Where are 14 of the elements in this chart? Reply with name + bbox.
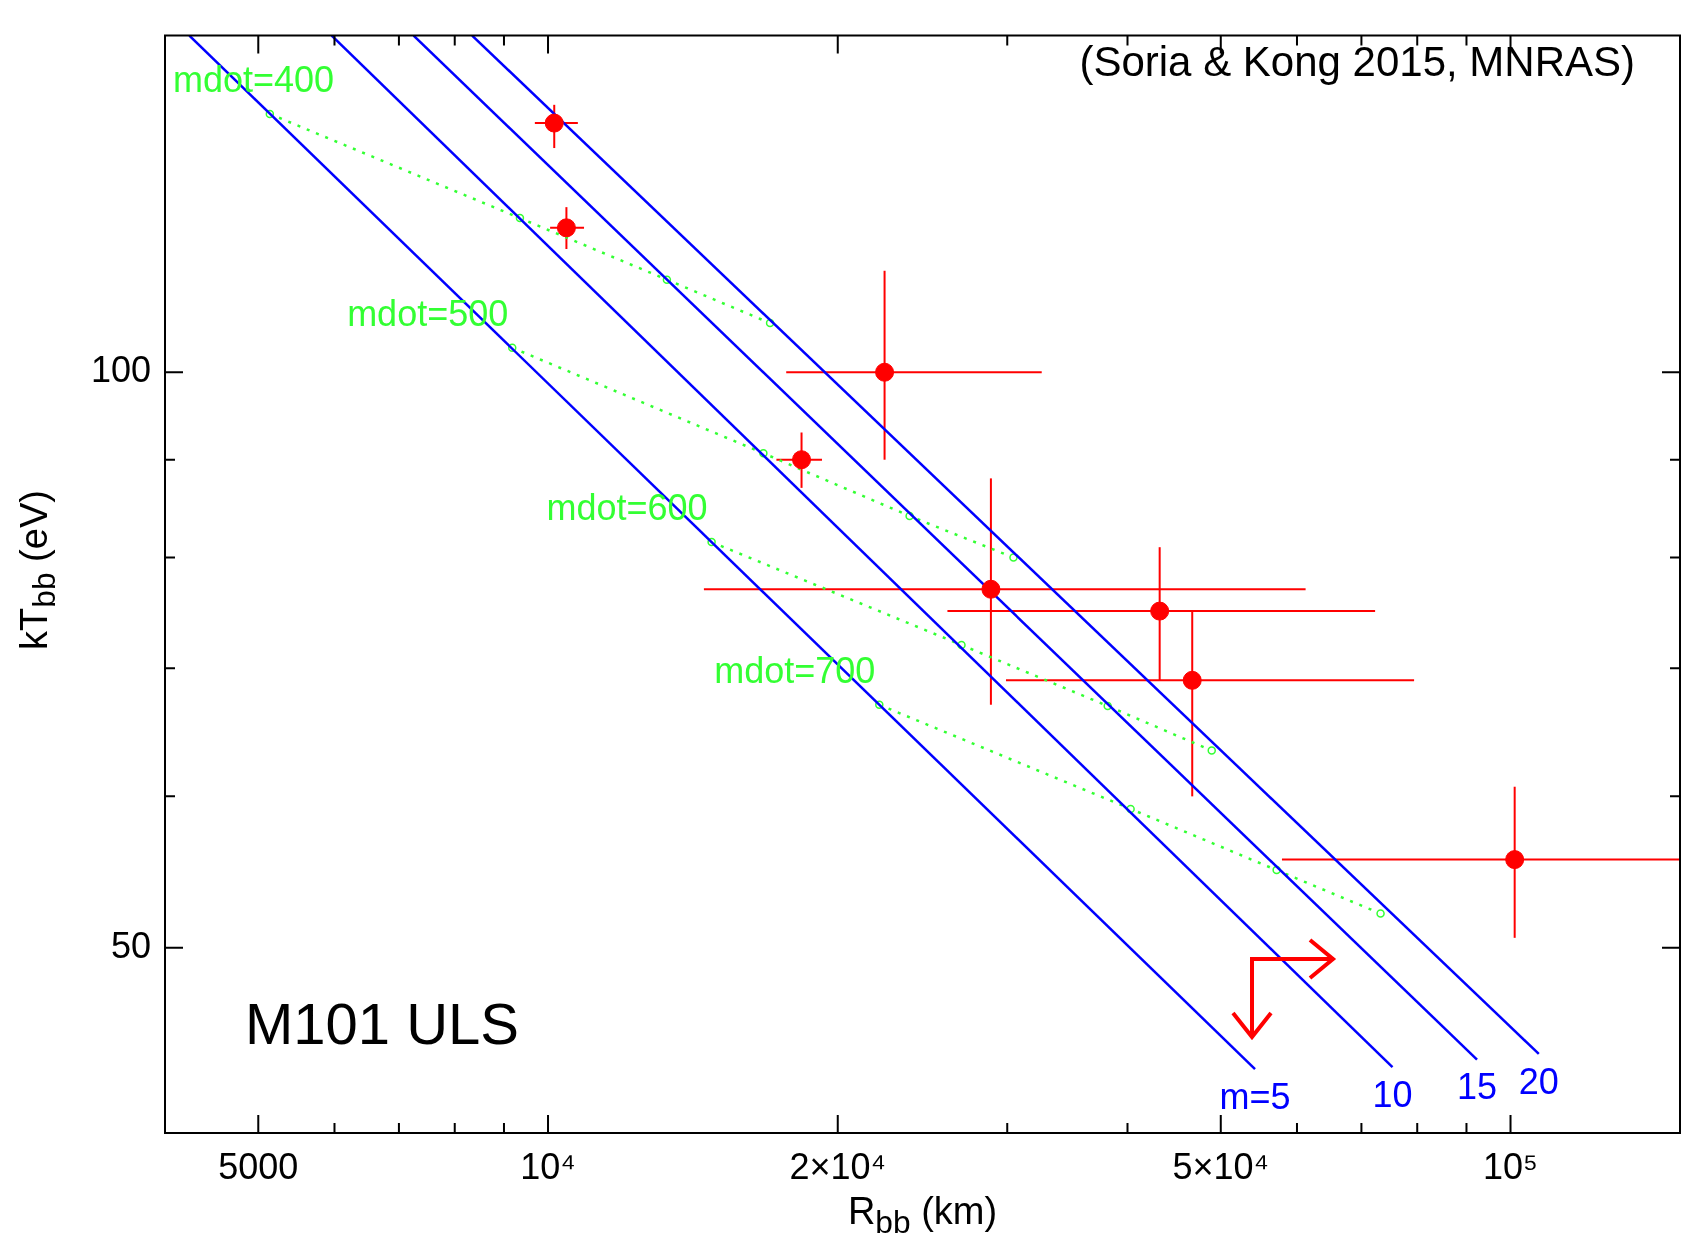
series-label: 20 [1518,1060,1559,1102]
y-tick-label: 100 [90,349,151,391]
x-axis-title: R$_{bb}$ (km) [847,1190,998,1241]
series-label: 15 [1457,1066,1498,1108]
x-tick-label: 5×10⁴ [1172,1145,1270,1187]
y-tick-label: 50 [110,924,151,966]
x-tick-label: 10⁵ [1483,1145,1538,1187]
annotation: (Soria & Kong 2015, MNRAS) [1079,38,1635,86]
x-tick-label: 10⁴ [520,1145,576,1187]
series-label: m=5 [1219,1076,1291,1118]
series-label: 10 [1372,1074,1413,1116]
x-tick-label: 5000 [218,1145,299,1187]
x-tick-label: 2×10⁴ [789,1145,887,1187]
annotation: M101 ULS [245,990,520,1057]
